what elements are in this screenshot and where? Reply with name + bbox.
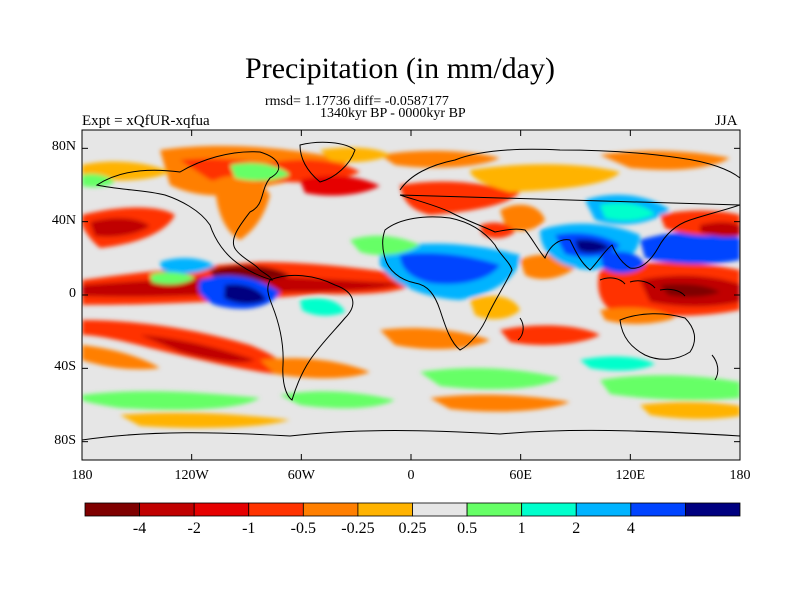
coast-australia (619, 313, 696, 360)
colorbar-label: -4 (132, 520, 147, 537)
precip-blob (90, 218, 150, 237)
precip-blob (82, 391, 260, 410)
precip-blob (260, 358, 370, 379)
lon-tick-label: 120E (615, 468, 646, 483)
colorbar-swatch (139, 502, 195, 517)
precip-blob (280, 391, 395, 409)
colorbar-swatch (84, 502, 140, 517)
coast-eurasia (399, 148, 740, 271)
axis-ticks (81, 130, 741, 460)
precip-blob (500, 325, 600, 346)
coast-indonesia (599, 277, 686, 297)
precip-blob (600, 307, 675, 324)
precip-blob (640, 402, 740, 419)
season-label: JJA (715, 113, 738, 129)
precip-blob (430, 394, 570, 412)
precip-blob (640, 231, 740, 264)
precip-blob (500, 204, 545, 232)
colorbar-swatch (302, 502, 359, 517)
colorbar-label: -1 (242, 520, 256, 537)
colorbar-label: -0.5 (290, 520, 316, 537)
colorbar-swatch (575, 502, 632, 517)
precip-blob (600, 203, 655, 221)
precip-blob (300, 298, 345, 316)
lon-tick-label: 60E (509, 468, 532, 483)
colorbar-label: 0.5 (457, 520, 478, 537)
colorbar-swatch (521, 502, 577, 517)
lon-tick-label: 0 (407, 468, 415, 483)
precip-blob (150, 272, 195, 285)
lon-tick-label: 120W (174, 468, 209, 483)
precip-blob (140, 335, 255, 363)
coastlines (82, 141, 740, 441)
precip-blob (320, 147, 390, 163)
precip-blob (120, 412, 290, 428)
plot-title: Precipitation (in mm/day) (245, 52, 555, 85)
precip-blob (470, 295, 520, 320)
coast-new-zealand (711, 354, 719, 381)
precip-blob (480, 222, 515, 239)
precip-blob (580, 356, 655, 371)
colorbar-swatch (193, 502, 250, 517)
colorbar-swatch (412, 502, 468, 517)
colorbar-swatch (685, 502, 741, 517)
precip-blob (380, 328, 490, 350)
coast-south-america (267, 275, 354, 401)
colorbar-swatch (248, 502, 304, 517)
lat-tick-label: 40N (51, 212, 76, 228)
coast-madagascar (517, 317, 524, 341)
coast-north-america (95, 151, 280, 281)
precip-blob (215, 175, 270, 240)
lat-tick-label: 40S (54, 359, 76, 375)
precip-blob (224, 284, 266, 304)
precip-blob (160, 258, 215, 274)
coast-africa (382, 216, 513, 351)
lon-tick-label: 60W (287, 468, 315, 483)
experiment-label: Expt = xQfUR-xqfua (82, 113, 210, 129)
time-period-label: 1340kyr BP - 0000kyr BP (320, 106, 466, 121)
colorbar-swatch (466, 502, 523, 517)
precip-blob (400, 181, 520, 215)
coast-greenland (299, 141, 356, 183)
coast-antarctica (82, 429, 740, 441)
colorbar-label: 1 (517, 520, 526, 537)
lon-tick-label: 180 (729, 468, 751, 483)
precip-blob (350, 235, 420, 256)
precip-blob (82, 161, 170, 181)
colorbar-label: 2 (572, 520, 581, 537)
colorbar-label: -0.25 (341, 520, 375, 537)
precip-blob (575, 239, 610, 253)
precip-blob (660, 283, 720, 297)
colorbar-swatch (357, 502, 413, 517)
colorbar (84, 502, 741, 517)
precip-blob (470, 164, 620, 192)
lat-tick-label: 80N (51, 139, 76, 155)
precip-blob (400, 253, 500, 285)
rmsd-diff-stats: rmsd= 1.17736 diff= -0.0587177 (265, 94, 449, 109)
precip-blob (600, 375, 740, 401)
lat-tick-label: 80S (54, 432, 76, 448)
precip-blob (82, 345, 160, 370)
precip-blob (230, 163, 290, 181)
colorbar-label: 0.25 (398, 520, 427, 537)
colorbar-label: -2 (187, 520, 201, 537)
precip-blob (700, 222, 740, 237)
lon-tick-label: 180 (71, 468, 93, 483)
precip-blob (300, 175, 380, 196)
colorbar-label: 4 (626, 520, 635, 537)
precip-blob (82, 173, 115, 188)
precip-blob (600, 150, 730, 170)
precip-anomaly-fields (82, 141, 740, 441)
lat-tick-label: 0 (69, 286, 76, 301)
precip-blob (420, 368, 560, 390)
colorbar-swatch (630, 502, 686, 517)
